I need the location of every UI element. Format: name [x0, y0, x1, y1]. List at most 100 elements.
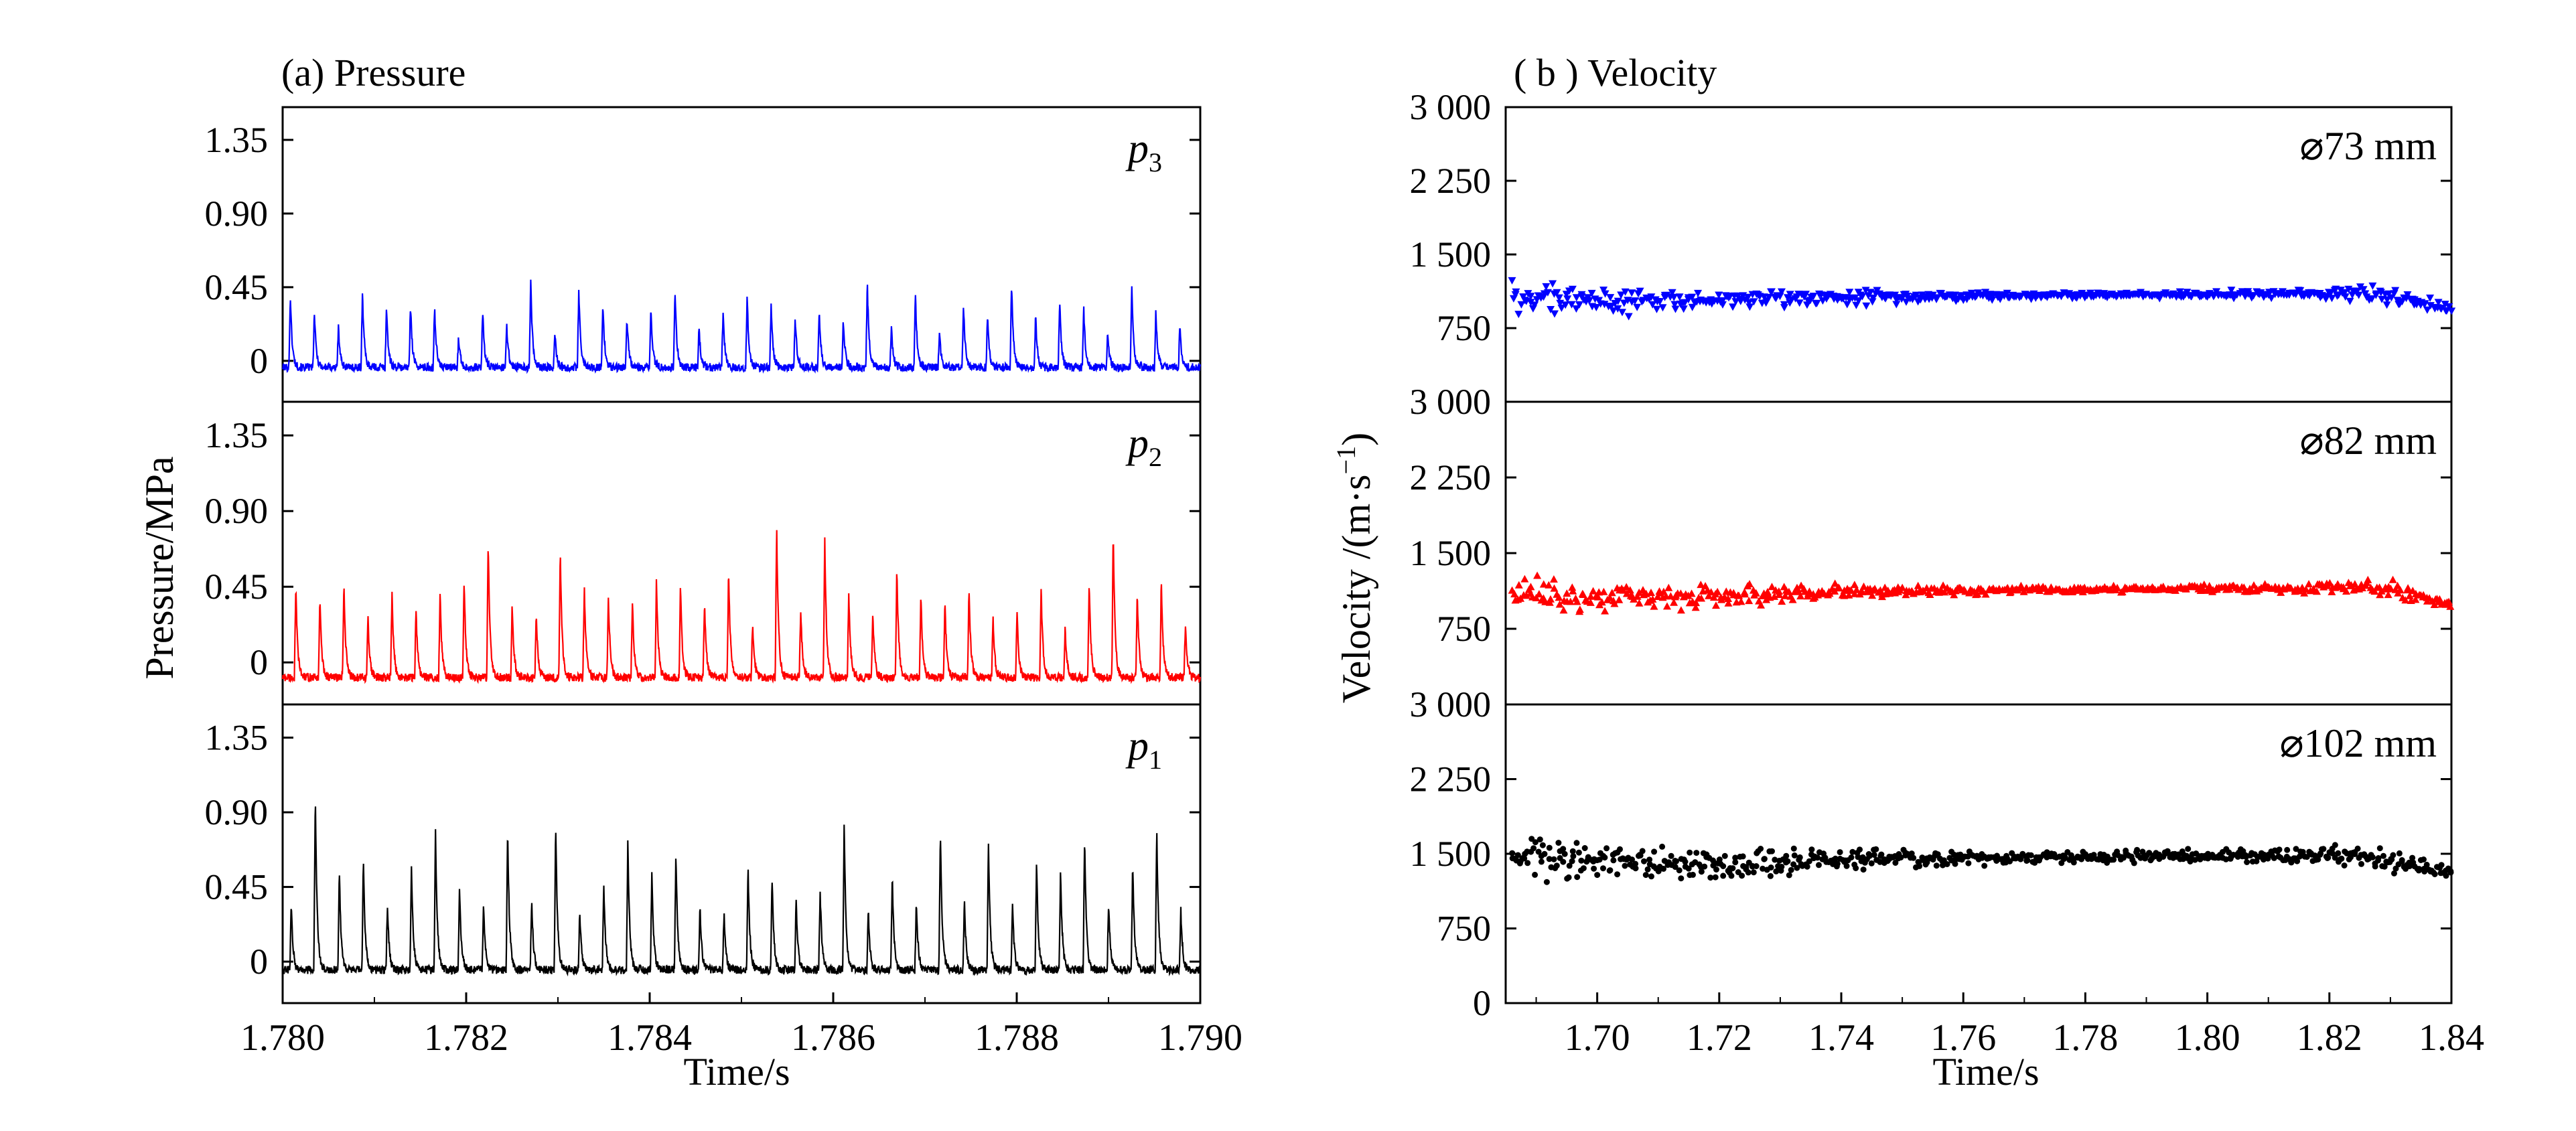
velocity-point: [1607, 589, 1616, 597]
velocity-point: [1668, 852, 1674, 859]
velocity-point: [1539, 842, 1546, 848]
velocity-point: [1852, 585, 1861, 593]
velocity-point: [2328, 587, 2336, 595]
velocity-point: [1573, 597, 1581, 605]
velocity-point: [2013, 586, 2022, 594]
velocity-point: [1707, 588, 1715, 596]
series-label-letter: p: [1125, 723, 1149, 769]
velocity-points-2: [1509, 836, 2454, 885]
x-tick-label: 1.70: [1565, 1017, 1630, 1059]
velocity-point: [1794, 864, 1800, 871]
velocity-point: [1568, 285, 1577, 293]
velocity-point: [2027, 295, 2035, 303]
velocity-point: [1676, 606, 1685, 614]
velocity-point: [1788, 595, 1797, 603]
velocity-point: [1516, 860, 1523, 866]
velocity-point: [2090, 852, 2097, 858]
velocity-point: [2369, 854, 2376, 860]
velocity-point: [2329, 850, 2336, 856]
velocity-point: [1684, 591, 1693, 599]
x-tick-label: 1.74: [1808, 1017, 1874, 1059]
velocity-point: [1719, 301, 1727, 309]
y-tick-label: 0.90: [205, 491, 269, 531]
velocity-point: [1570, 853, 1577, 860]
velocity-point: [2320, 846, 2327, 852]
velocity-point: [2293, 846, 2299, 852]
velocity-point: [1553, 289, 1561, 297]
x-tick-label: 1.788: [975, 1017, 1059, 1059]
velocity-point: [2423, 306, 2431, 314]
velocity-point: [1578, 857, 1585, 864]
velocity-point: [1928, 291, 1937, 299]
x-tick-label: 1.80: [2175, 1017, 2240, 1059]
y-tick-label: 3 000: [1410, 382, 1492, 422]
velocity-point: [2313, 587, 2321, 595]
velocity-point: [1607, 303, 1616, 311]
velocity-point: [2242, 852, 2248, 858]
pressure-trace-p1: [281, 806, 1201, 977]
velocity-point: [1568, 583, 1577, 591]
velocity-point: [1796, 592, 1805, 600]
velocity-point: [1745, 597, 1754, 605]
velocity-point: [2062, 854, 2068, 860]
pressure-subplot-p2: 0 0.45 0.90 1.35 p2: [205, 400, 1202, 706]
velocity-point: [2421, 868, 2428, 875]
velocity-point: [2062, 587, 2071, 595]
velocity-point: [2376, 845, 2383, 852]
velocity-point: [2375, 855, 2382, 861]
velocity-point: [1857, 846, 1863, 853]
velocity-point: [1509, 850, 1516, 856]
velocity-point: [1933, 862, 1940, 869]
velocity-point: [1713, 866, 1719, 873]
velocity-point: [1805, 587, 1814, 595]
velocity-point: [1630, 595, 1638, 603]
velocity-point: [1561, 850, 1568, 857]
velocity-subplot-1: 750 1 500 2 250 3 000 ⌀82 mm: [1410, 382, 2455, 706]
velocity-point: [1605, 593, 1614, 601]
velocity-point: [1835, 584, 1843, 592]
velocity-point: [2249, 292, 2258, 300]
velocity-point: [2391, 870, 2397, 877]
velocity-point: [1543, 289, 1552, 297]
velocity-point: [1939, 581, 1948, 589]
velocity-point: [1745, 580, 1754, 588]
velocity-point: [2405, 591, 2414, 599]
pressure-subplot-frame: [281, 400, 1202, 706]
velocity-point: [1719, 297, 1727, 305]
x-tick-label: 1.780: [240, 1017, 325, 1059]
velocity-point: [2391, 287, 2400, 295]
velocity-point: [2131, 860, 2137, 866]
velocity-point: [1858, 588, 1867, 595]
velocity-point: [1692, 599, 1701, 607]
velocity-point: [2341, 862, 2348, 869]
velocity-point: [1617, 291, 1626, 299]
velocity-point: [1847, 586, 1855, 594]
velocity-point: [1575, 301, 1583, 309]
velocity-point: [1712, 601, 1720, 609]
velocity-point: [1691, 603, 1700, 611]
velocity-point: [2340, 289, 2349, 297]
velocity-point: [1837, 849, 1843, 856]
velocity-point: [1563, 295, 1572, 303]
velocity-point: [2359, 286, 2368, 294]
y-tick-label: 1 500: [1410, 234, 1492, 275]
velocity-point: [1832, 855, 1839, 862]
velocity-point: [1606, 294, 1615, 302]
velocity-point: [1988, 296, 1997, 304]
velocity-point: [1720, 873, 1727, 879]
series-label-subscript: 1: [1149, 745, 1162, 775]
velocity-point: [1539, 580, 1548, 588]
velocity-point: [1694, 289, 1703, 297]
velocity-point: [1973, 590, 1982, 598]
velocity-point: [1873, 846, 1879, 852]
velocity-point: [1750, 869, 1757, 876]
velocity-point: [2443, 873, 2449, 879]
velocity-point: [1786, 291, 1794, 299]
velocity-point: [1808, 846, 1815, 853]
velocity-point: [1642, 872, 1649, 879]
velocity-point: [1557, 304, 1566, 312]
velocity-point: [1675, 293, 1684, 301]
velocity-point: [1526, 299, 1535, 307]
velocity-point: [1575, 849, 1582, 856]
velocity-point: [1745, 869, 1751, 876]
